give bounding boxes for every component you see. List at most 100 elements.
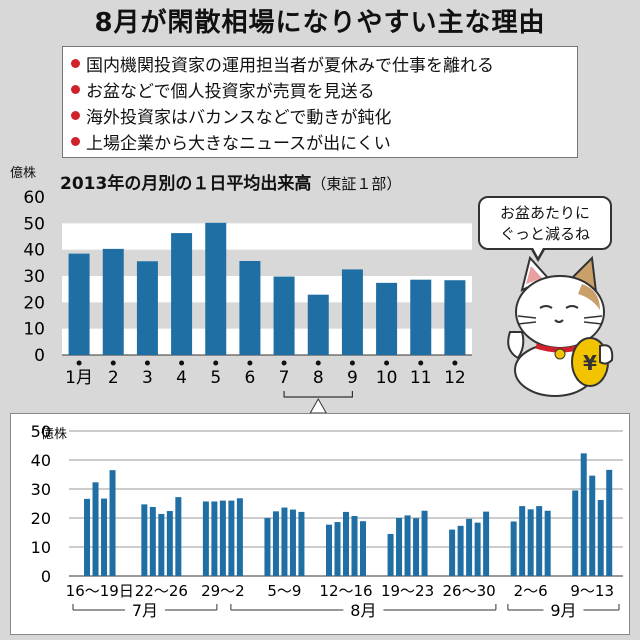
- bar: [68, 253, 90, 355]
- x-tick-label: 2: [108, 368, 119, 388]
- bar: [413, 518, 420, 576]
- bullet-icon: [71, 84, 80, 94]
- x-tick-label: 26～30: [443, 582, 496, 600]
- y-tick-label: 10: [23, 320, 45, 340]
- bar: [351, 515, 358, 576]
- x-tick-label: 12: [444, 368, 466, 388]
- page-title: 8月が閑散相場になりやすい主な理由: [94, 8, 546, 38]
- bullet-icon: [71, 58, 80, 68]
- y-tick-label: 30: [31, 480, 51, 499]
- tick-dot: [213, 360, 219, 366]
- x-tick-label: 5: [210, 368, 221, 388]
- reason-text: お盆などで個人投資家が売買を見送る: [86, 81, 375, 102]
- x-tick-label: 19～23: [381, 582, 434, 600]
- bar: [410, 279, 432, 355]
- bar: [236, 498, 243, 576]
- bar: [544, 510, 551, 576]
- bar: [421, 510, 428, 576]
- y-tick-label: 50: [23, 214, 45, 234]
- x-tick-label: 11: [410, 368, 432, 388]
- bar: [444, 280, 466, 355]
- x-tick-label: 9～13: [570, 582, 614, 600]
- tick-dot: [384, 360, 390, 366]
- x-tick-label: 9: [347, 368, 358, 388]
- month-label: 8月: [350, 601, 376, 620]
- tick-dot: [76, 360, 82, 366]
- bar: [289, 509, 296, 576]
- bar: [457, 525, 464, 576]
- tick-dot: [144, 360, 150, 366]
- weekly-chart-panel: 億株 0 10 20 30 40 50 16～19日 22～26 29～2 5～9 12～16 19～…: [10, 413, 630, 635]
- chart1-y-unit: 億株: [10, 166, 37, 181]
- pointer-arrow: [309, 397, 328, 414]
- bar: [527, 509, 534, 576]
- x-tick-label: 4: [176, 368, 187, 388]
- bullet-icon: [71, 110, 80, 120]
- chart1-title: 2013年の月別の１日平均出来高（東証１部）: [60, 169, 401, 194]
- y-tick-label: 0: [34, 346, 45, 366]
- bar: [474, 522, 481, 576]
- x-tick-label: 1月: [65, 368, 93, 388]
- x-tick-label: 6: [245, 368, 256, 388]
- bar: [404, 515, 411, 576]
- bar: [202, 501, 209, 576]
- bar: [572, 490, 579, 576]
- daily-volume-chart: 0 10 20 30 40 50 16～19日 22～26 29～2 5～9 12～16 19～23 2…: [31, 422, 623, 620]
- y-tick-label: 20: [31, 509, 51, 528]
- x-tick-label: 2～6: [514, 582, 548, 600]
- reason-item: お盆などで個人投資家が売買を見送る: [71, 76, 569, 102]
- bar: [376, 282, 398, 355]
- chart1-title-text: 2013年の月別の１日平均出来高: [60, 174, 312, 194]
- y-tick-label: 50: [31, 422, 51, 441]
- speech-bubble: お盆あたりに ぐっと減るね: [478, 196, 612, 250]
- bar: [219, 500, 226, 576]
- bullet-icon: [71, 136, 80, 146]
- speech-line: お盆あたりに: [499, 204, 590, 222]
- tick-dot: [281, 360, 287, 366]
- tick-dot: [315, 360, 321, 366]
- bar: [281, 507, 288, 576]
- x-tick-label: 8: [313, 368, 324, 388]
- svg-text:¥: ¥: [583, 351, 597, 375]
- y-tick-label: 20: [23, 293, 45, 313]
- bar: [298, 511, 305, 576]
- range-bracket: [283, 391, 354, 398]
- bar: [84, 498, 91, 576]
- reason-text: 海外投資家はバカンスなどで動きが鈍化: [86, 107, 392, 128]
- chart1-subtitle: （東証１部）: [311, 175, 402, 193]
- bar: [211, 501, 218, 576]
- bar: [483, 511, 490, 576]
- bar: [158, 513, 165, 576]
- bar: [273, 276, 295, 355]
- bar: [109, 470, 116, 576]
- grid-band: [62, 223, 472, 250]
- x-tick-label: 10: [376, 368, 398, 388]
- x-tick-label: 16～19日: [66, 582, 134, 600]
- y-tick-label: 10: [31, 538, 51, 557]
- bar: [510, 521, 517, 576]
- bar: [205, 222, 227, 355]
- x-tick-label: 12～16: [319, 582, 372, 600]
- month-label: 7月: [132, 601, 158, 620]
- bar: [387, 533, 394, 576]
- bar: [580, 453, 587, 576]
- bar: [166, 511, 173, 576]
- bar: [171, 233, 193, 355]
- y-tick-label: 60: [23, 188, 45, 208]
- bar: [589, 475, 596, 576]
- bar: [102, 248, 124, 355]
- chart2-y-unit: 億株: [41, 427, 68, 442]
- bar: [239, 260, 261, 355]
- bar: [597, 500, 604, 576]
- y-tick-label: 40: [31, 451, 51, 470]
- bar: [101, 498, 108, 576]
- bar: [228, 500, 235, 576]
- reason-text: 国内機関投資家の運用担当者が夏休みで仕事を離れる: [86, 55, 494, 76]
- tick-dot: [110, 360, 116, 366]
- x-tick-label: 7: [279, 368, 290, 388]
- y-tick-label: 30: [23, 267, 45, 287]
- reason-item: 上場企業から大きなニュースが出にくい: [71, 128, 569, 154]
- x-tick-label: 29～2: [201, 582, 245, 600]
- bar: [360, 521, 366, 576]
- bar: [466, 518, 473, 576]
